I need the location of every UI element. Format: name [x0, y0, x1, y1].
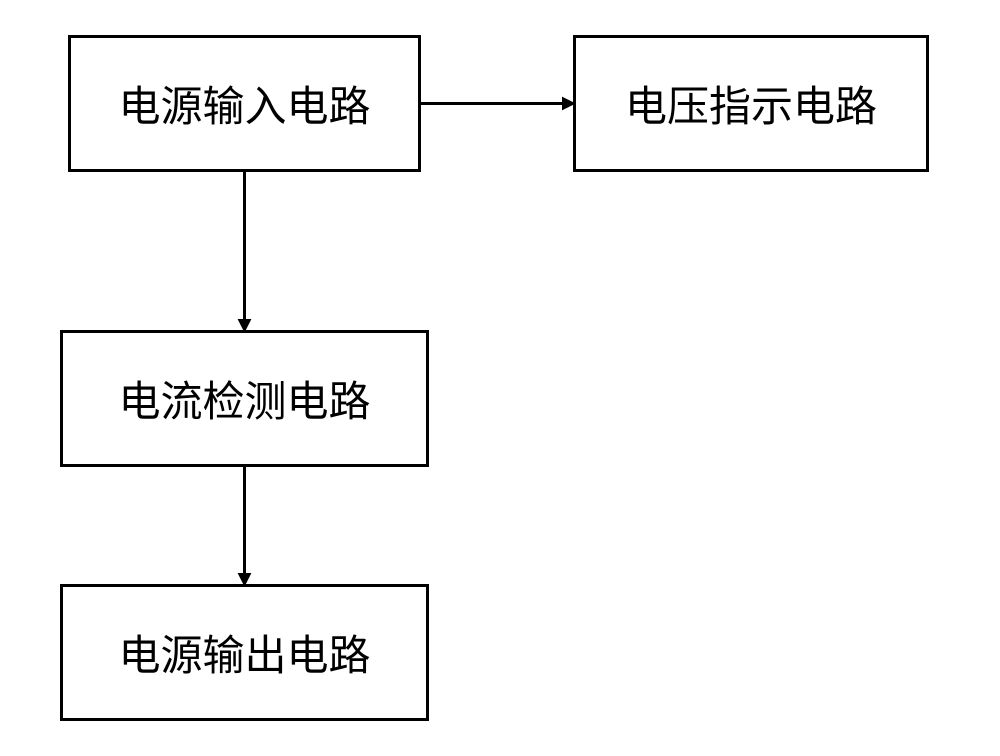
node-voltage-indicator: 电压指示电路	[573, 35, 929, 172]
node-label: 电源输出电路	[118, 622, 370, 683]
node-power-input: 电源输入电路	[68, 35, 421, 172]
diagram-canvas: 电源输入电路 电压指示电路 电流检测电路 电源输出电路	[0, 0, 1000, 756]
node-label: 电流检测电路	[118, 368, 370, 429]
node-power-output: 电源输出电路	[60, 584, 429, 721]
node-label: 电源输入电路	[118, 73, 370, 134]
node-current-detect: 电流检测电路	[60, 330, 429, 467]
node-label: 电压指示电路	[625, 73, 877, 134]
